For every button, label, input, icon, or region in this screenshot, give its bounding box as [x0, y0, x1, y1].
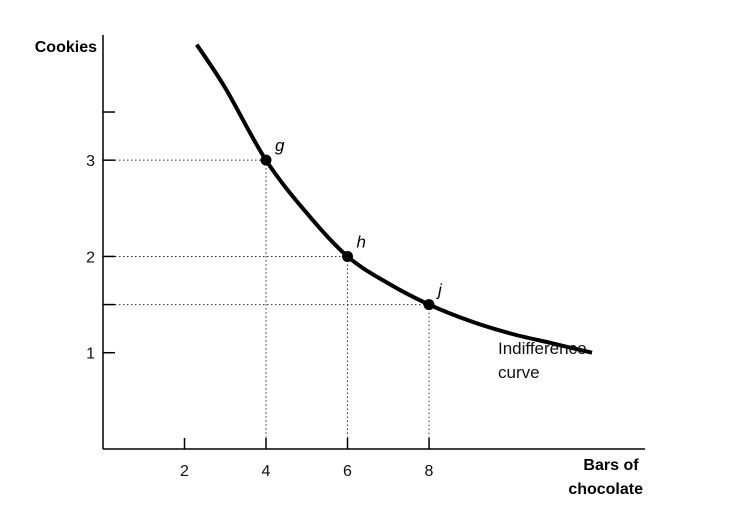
y-tick-label-3: 3: [86, 153, 95, 170]
point-label-j: j: [436, 281, 443, 300]
x-tick-label-3: 8: [425, 463, 434, 480]
point-g: [260, 154, 272, 166]
ticks: [103, 111, 430, 449]
x-tick-label-0: 2: [180, 463, 189, 480]
axes: [102, 35, 645, 450]
guide-lines: [103, 159, 430, 449]
x-axis-title: Bars of chocolate: [568, 457, 643, 498]
curve-label-line-1: Indifference: [498, 339, 587, 358]
indifference-curve-line: [195, 43, 593, 355]
x-tick-label-1: 4: [262, 463, 271, 480]
tick-labels: 2 4 6 8 1 2 3: [86, 153, 433, 480]
curve-label-line-2: curve: [498, 363, 540, 382]
y-tick-label-2: 2: [86, 249, 95, 266]
point-label-h: h: [357, 232, 366, 251]
y-axis-title: Cookies: [35, 39, 97, 56]
point-h: [342, 250, 354, 262]
curve-label: Indifference curve: [498, 339, 591, 382]
x-axis-title-line-2: chocolate: [568, 481, 643, 498]
x-tick-label-2: 6: [343, 463, 352, 480]
data-points: g h j: [260, 136, 443, 311]
y-tick-label-0: 1: [86, 346, 95, 363]
x-axis-title-line-1: Bars of: [583, 457, 639, 474]
point-j: [423, 299, 435, 311]
point-label-g: g: [275, 136, 285, 155]
